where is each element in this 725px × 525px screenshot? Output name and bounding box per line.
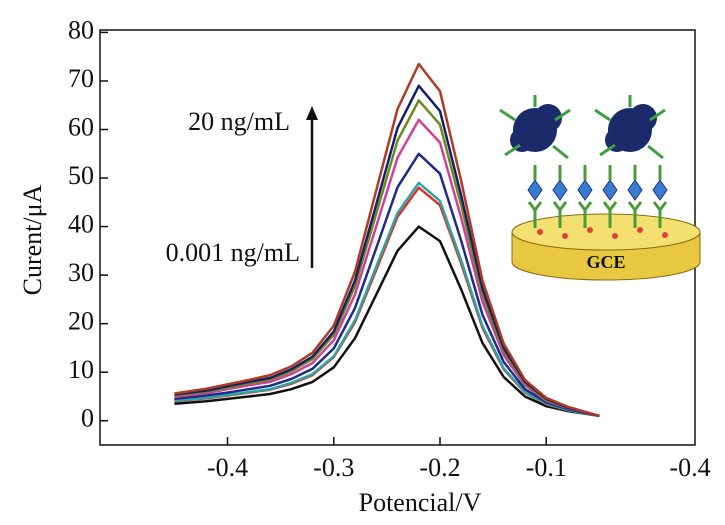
inset-illustration: GCE: [499, 95, 701, 281]
y-tick-label: 70: [68, 64, 94, 93]
annotation: 20 ng/mL: [188, 107, 290, 136]
line: [174, 225, 600, 418]
line: [174, 152, 600, 418]
inset-label: GCE: [586, 252, 625, 272]
annotation: -0.4: [669, 453, 710, 482]
y-tick-label: 60: [68, 112, 94, 141]
x-tick-label: -0.2: [419, 453, 460, 482]
y-tick-label: 50: [68, 161, 94, 190]
y-tick-label: 0: [81, 404, 94, 433]
x-tick-label: -0.1: [526, 453, 567, 482]
y-tick-label: 30: [68, 258, 94, 287]
y-tick-label: 80: [68, 15, 94, 44]
y-tick-label: 10: [68, 355, 94, 384]
arrow: [306, 106, 318, 268]
line: [174, 181, 600, 418]
x-axis-label: Potencial/V: [359, 488, 482, 517]
y-tick-label: 20: [68, 307, 94, 336]
x-tick-label: -0.4: [207, 453, 248, 482]
y-tick-label: 40: [68, 210, 94, 239]
line: [174, 62, 600, 418]
x-tick-label: -0.3: [313, 453, 354, 482]
annotation: 0.001 ng/mL: [166, 238, 300, 267]
y-axis-label: Curent/μA: [18, 184, 47, 295]
